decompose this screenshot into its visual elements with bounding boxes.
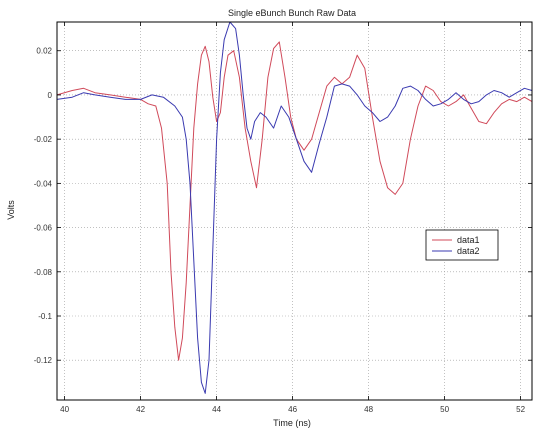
y-tick-label: -0.12 [34, 356, 53, 365]
plot-background [57, 22, 532, 400]
x-tick-label: 48 [364, 405, 373, 414]
x-tick-label: 42 [136, 405, 145, 414]
y-tick-label: -0.1 [38, 312, 52, 321]
x-tick-label: 40 [60, 405, 69, 414]
y-tick-label: -0.02 [34, 135, 53, 144]
x-tick-label: 52 [516, 405, 525, 414]
axes-box [56, 21, 533, 401]
y-axis-label: Volts [6, 200, 16, 220]
series-line-data2 [56, 21, 533, 394]
y-tick-label: 0 [48, 91, 53, 100]
x-tick-label: 50 [440, 405, 449, 414]
y-tick-label: -0.04 [34, 179, 53, 188]
x-tick-label: 44 [212, 405, 221, 414]
y-tick-label: 0.02 [36, 47, 52, 56]
plot-area: 40 42 44 46 48 50 52 0.02 0 -0.02 -0.04 -0.06 -0.08 -… [34, 21, 533, 414]
legend-label-data1: data1 [457, 235, 480, 245]
chart-title: Single eBunch Bunch Raw Data [228, 8, 356, 18]
legend-label-data2: data2 [457, 246, 480, 256]
legend-box [425, 229, 499, 261]
series-line-data1 [56, 41, 533, 361]
y-tick-label: -0.06 [34, 224, 53, 233]
x-axis-label: Time (ns) [273, 418, 311, 428]
x-tick-label: 46 [288, 405, 297, 414]
y-tick-label: -0.08 [34, 268, 53, 277]
